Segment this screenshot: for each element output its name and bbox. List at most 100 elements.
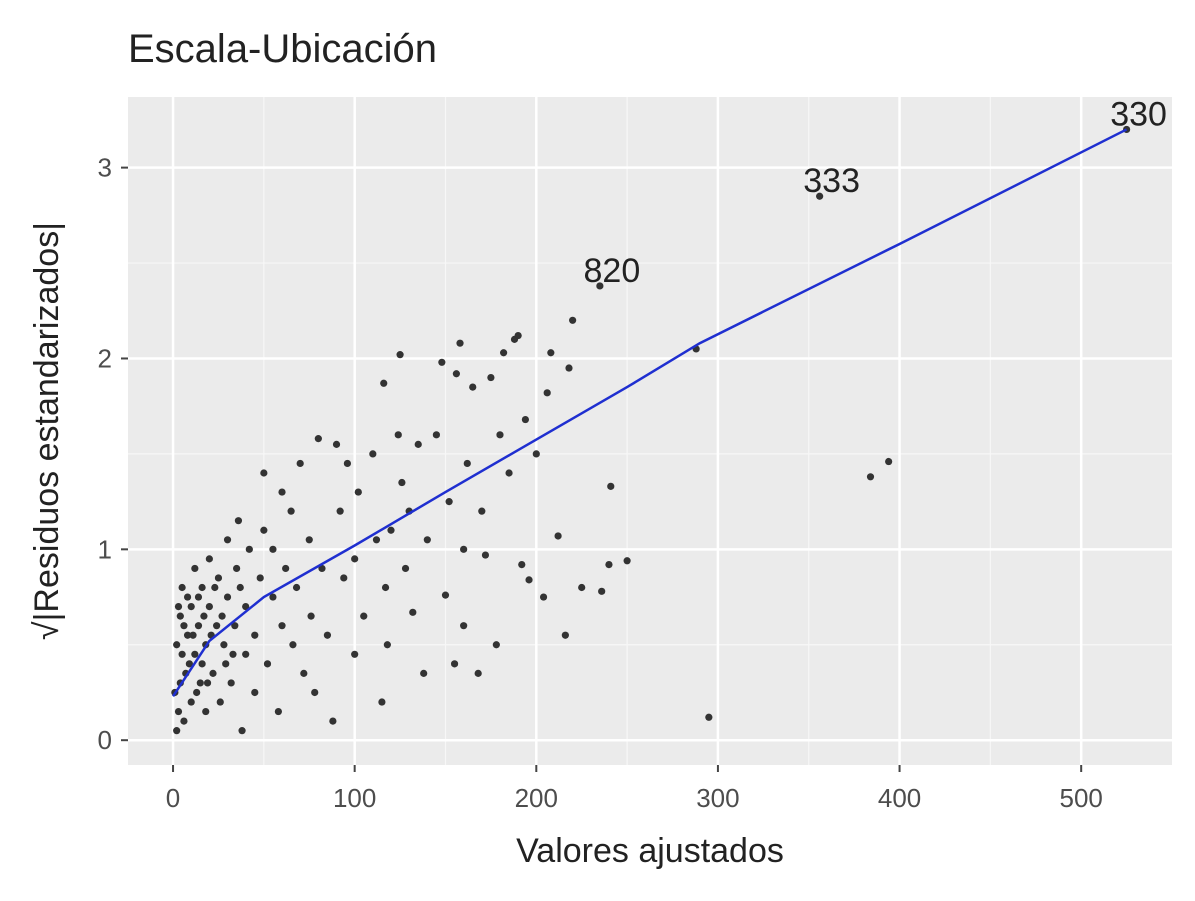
point [596,282,604,290]
point [287,507,295,515]
point [401,564,410,573]
point [463,459,471,468]
point [203,679,212,687]
point [193,688,201,697]
point [885,457,893,466]
point [218,612,226,620]
point [187,698,195,706]
point [183,631,192,639]
y-tick-label: 0 [98,725,112,755]
point [269,545,277,553]
x-tick-label: 200 [515,783,558,813]
point [263,660,272,668]
point [251,688,259,697]
point [423,536,431,544]
point [514,331,522,340]
point [205,555,213,563]
point [414,440,422,448]
point [605,561,613,569]
point [532,450,540,458]
point [398,478,406,487]
point [274,707,282,716]
point [305,536,313,544]
point [174,707,183,716]
point [278,622,286,630]
point [282,564,290,573]
point [381,583,390,592]
x-tick-label: 400 [878,783,921,813]
point [180,622,188,630]
point [396,351,404,359]
point [329,717,337,725]
point [216,698,224,706]
point [487,373,495,382]
point [438,358,446,366]
point [238,727,246,735]
point [191,564,199,573]
point [231,622,239,630]
point [278,488,286,496]
smooth-line [171,128,1128,697]
point [340,574,348,582]
panel [128,97,1172,765]
point [354,488,362,496]
point [198,583,206,592]
point [323,631,332,639]
point [343,459,352,468]
point [196,679,204,687]
point [223,593,232,601]
annotation: 330 [1110,95,1167,133]
point [420,669,428,677]
point [623,557,631,565]
x-tick-label: 100 [333,783,376,813]
point [607,482,615,490]
point [173,641,181,649]
point [816,192,824,200]
x-axis-title: Valores ajustados [516,832,784,870]
point [183,593,192,601]
point [441,591,450,599]
point [209,669,217,677]
point [547,349,555,357]
point [554,532,562,540]
point [242,602,250,611]
point [505,469,513,477]
point [598,587,606,595]
point [242,650,250,658]
point [205,602,213,611]
point [481,551,490,559]
point [178,650,186,658]
point [174,602,183,611]
point [211,583,219,592]
point [521,415,530,424]
point [492,641,500,649]
point [223,536,232,544]
point [336,507,344,515]
point [189,631,197,639]
point [561,631,569,639]
point [233,564,241,573]
point [260,526,268,534]
point [378,698,386,706]
point [173,727,181,735]
point [185,660,193,668]
point [296,459,304,468]
point [351,650,359,658]
point [222,660,230,668]
x-tick-label: 0 [166,783,180,813]
point [569,316,577,324]
point [227,679,235,687]
y-axis-title: √|Residuos estandarizados| [28,222,66,640]
point [705,713,713,721]
point [380,379,388,387]
point [351,555,359,563]
y-tick-label: 2 [98,343,112,373]
point [500,349,508,357]
x-tick-label: 500 [1059,783,1102,813]
point [525,576,533,584]
chart-title: Escala-Ubicación [128,27,437,71]
y-tick-label: 3 [98,153,112,183]
point [236,583,244,592]
point [394,431,402,439]
point [450,660,459,668]
